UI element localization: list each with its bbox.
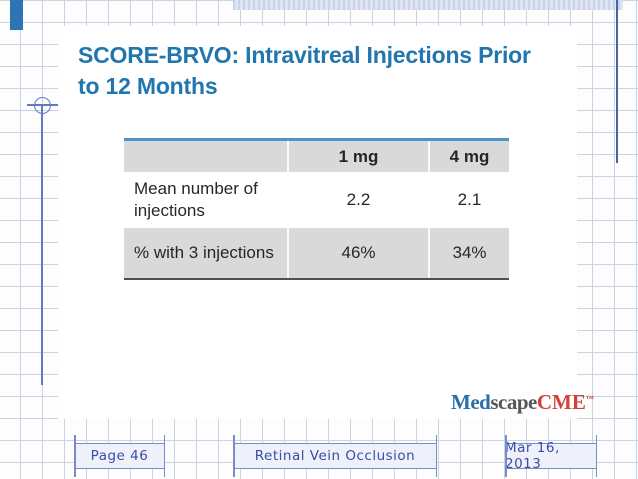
cell-value: 34%: [428, 228, 509, 278]
table-row: % with 3 injections 46% 34%: [124, 228, 509, 278]
slide-title-line1: SCORE-BRVO: Intravitreal Injections Prio…: [78, 42, 531, 68]
row-label: Mean number of injections: [134, 179, 258, 220]
header-cell-4mg: 4 mg: [428, 141, 509, 172]
footer-deck-title: Retinal Vein Occlusion: [254, 448, 416, 464]
logo-med: Med: [451, 390, 491, 414]
footer-date: Mar 16, 2013: [505, 440, 560, 472]
logo-scape: scape: [490, 390, 537, 414]
crosshair-registration-icon: [34, 97, 51, 114]
table-row: Mean number of injections 2.2 2.1: [124, 172, 509, 228]
logo-trademark: ™: [585, 394, 594, 403]
slide-canvas: SCORE-BRVO: Intravitreal Injections Prio…: [58, 26, 594, 419]
footer-date-box: Mar 16, 2013: [505, 435, 597, 477]
injections-table: 1 mg 4 mg Mean number of injections 2.2 …: [124, 138, 509, 280]
row-label: % with 3 injections: [134, 243, 274, 262]
slide-title-line2: to 12 Months: [78, 73, 218, 99]
header-cell-1mg: 1 mg: [287, 141, 428, 172]
logo-cme: CME: [536, 390, 586, 414]
cell-value: 46%: [287, 228, 428, 278]
cell-value: 2.2: [287, 172, 428, 228]
table-header-row: 1 mg 4 mg: [124, 141, 509, 172]
slide-title: SCORE-BRVO: Intravitreal Injections Prio…: [78, 40, 558, 102]
top-lavender-strip: [233, 0, 623, 10]
medscape-cme-logo: MedscapeCME™: [451, 390, 594, 415]
footer-page-number-box: Page 46: [74, 435, 165, 477]
footer-deck-title-box: Retinal Vein Occlusion: [233, 435, 437, 477]
corner-accent-bar: [10, 0, 23, 30]
right-accent-line: [616, 0, 618, 163]
header-cell-empty: [124, 141, 287, 172]
cell-value: 2.1: [428, 172, 509, 228]
footer-page-number: Page 46: [90, 448, 149, 464]
crosshair-vertical-line: [41, 105, 43, 385]
